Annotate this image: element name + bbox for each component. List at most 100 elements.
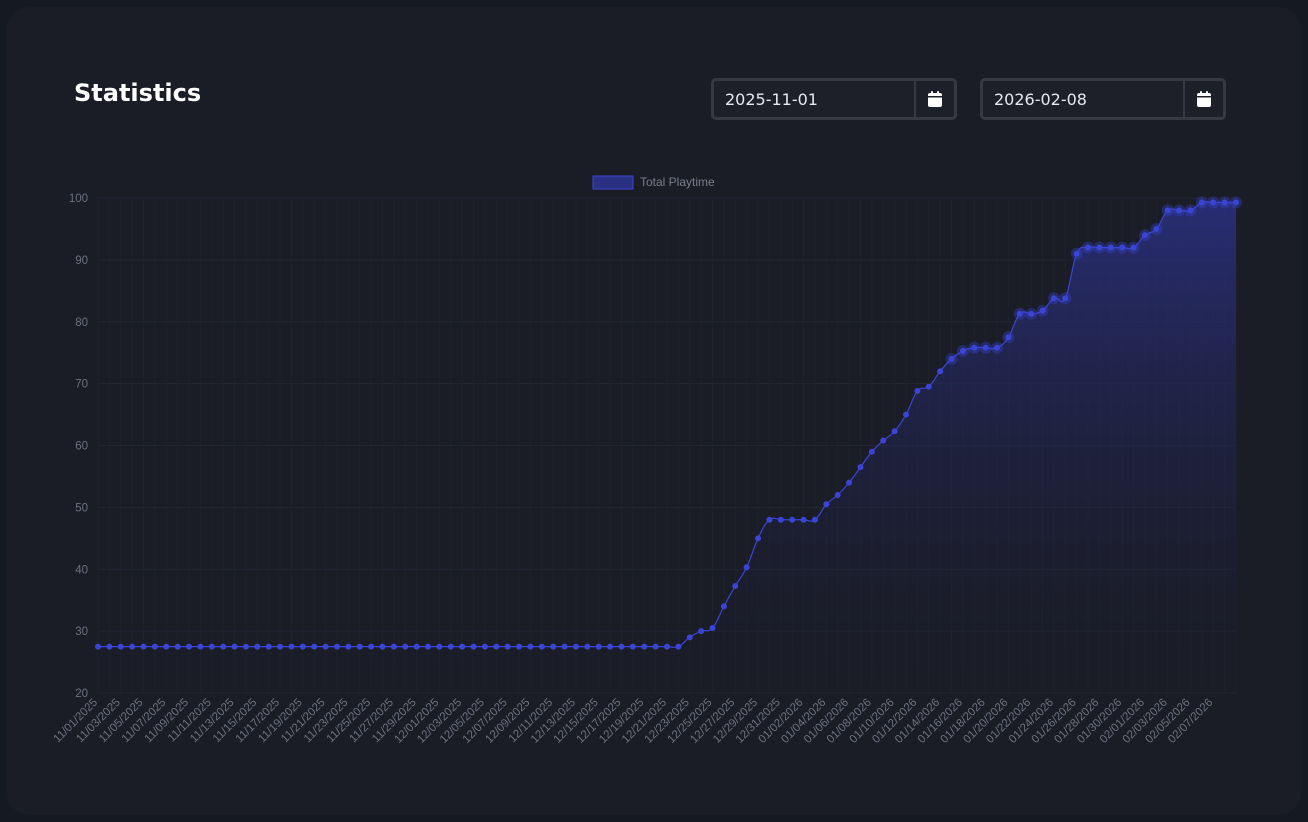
data-point[interactable] xyxy=(982,344,989,351)
data-point[interactable] xyxy=(527,643,534,650)
data-point[interactable] xyxy=(1210,199,1217,206)
data-point[interactable] xyxy=(299,643,306,650)
data-point[interactable] xyxy=(481,643,488,650)
data-point[interactable] xyxy=(891,428,898,435)
data-point[interactable] xyxy=(1233,199,1239,206)
data-point[interactable] xyxy=(959,347,966,354)
data-point[interactable] xyxy=(436,643,443,650)
data-point[interactable] xyxy=(425,643,432,650)
data-point[interactable] xyxy=(937,368,944,375)
data-point[interactable] xyxy=(174,643,181,650)
data-point[interactable] xyxy=(652,643,659,650)
data-point[interactable] xyxy=(151,643,158,650)
data-point[interactable] xyxy=(197,643,204,650)
data-point[interactable] xyxy=(868,448,875,455)
data-point[interactable] xyxy=(1119,244,1126,251)
data-point[interactable] xyxy=(641,643,648,650)
data-point[interactable] xyxy=(470,643,477,650)
data-point[interactable] xyxy=(607,643,614,650)
data-point[interactable] xyxy=(994,344,1001,351)
data-point[interactable] xyxy=(186,643,193,650)
data-point[interactable] xyxy=(1164,207,1171,214)
data-point[interactable] xyxy=(1107,244,1114,251)
data-point[interactable] xyxy=(811,516,818,523)
data-point[interactable] xyxy=(902,411,909,418)
data-point[interactable] xyxy=(584,643,591,650)
data-point[interactable] xyxy=(1028,310,1035,317)
data-point[interactable] xyxy=(914,388,921,395)
data-point[interactable] xyxy=(368,643,375,650)
data-point[interactable] xyxy=(823,501,830,508)
data-point[interactable] xyxy=(561,643,568,650)
data-point[interactable] xyxy=(550,643,557,650)
data-point[interactable] xyxy=(1187,207,1194,214)
data-point[interactable] xyxy=(857,464,864,471)
data-point[interactable] xyxy=(345,643,352,650)
data-point[interactable] xyxy=(846,479,853,486)
data-point[interactable] xyxy=(720,603,727,610)
data-point[interactable] xyxy=(538,643,545,650)
data-point[interactable] xyxy=(106,643,113,650)
data-point[interactable] xyxy=(766,516,773,523)
data-point[interactable] xyxy=(220,643,227,650)
data-point[interactable] xyxy=(971,344,978,351)
end-date-calendar-button[interactable] xyxy=(1183,81,1223,117)
data-point[interactable] xyxy=(948,355,955,362)
data-point[interactable] xyxy=(277,643,284,650)
data-point[interactable] xyxy=(117,643,124,650)
data-point[interactable] xyxy=(163,643,170,650)
data-point[interactable] xyxy=(288,643,295,650)
data-point[interactable] xyxy=(402,643,409,650)
data-point[interactable] xyxy=(800,516,807,523)
data-point[interactable] xyxy=(664,643,670,650)
data-point[interactable] xyxy=(1073,250,1080,257)
data-point[interactable] xyxy=(1130,244,1137,251)
data-point[interactable] xyxy=(1085,244,1092,251)
data-point[interactable] xyxy=(208,643,215,650)
data-point[interactable] xyxy=(1005,334,1012,341)
data-point[interactable] xyxy=(1016,310,1023,317)
data-point[interactable] xyxy=(572,643,579,650)
data-point[interactable] xyxy=(675,643,682,650)
data-point[interactable] xyxy=(231,643,238,650)
data-point[interactable] xyxy=(516,643,523,650)
data-point[interactable] xyxy=(504,643,511,650)
data-point[interactable] xyxy=(698,628,705,635)
data-point[interactable] xyxy=(413,643,420,650)
data-point[interactable] xyxy=(1141,232,1148,239)
data-point[interactable] xyxy=(732,582,739,589)
data-point[interactable] xyxy=(1039,307,1046,314)
data-point[interactable] xyxy=(322,643,329,650)
data-point[interactable] xyxy=(629,643,636,650)
data-point[interactable] xyxy=(1096,244,1103,251)
data-point[interactable] xyxy=(459,643,466,650)
data-point[interactable] xyxy=(390,643,397,650)
data-point[interactable] xyxy=(925,383,932,390)
data-point[interactable] xyxy=(1198,199,1205,206)
start-date-input[interactable] xyxy=(714,81,914,117)
data-point[interactable] xyxy=(755,535,762,542)
data-point[interactable] xyxy=(1153,225,1160,232)
data-point[interactable] xyxy=(447,643,454,650)
data-point[interactable] xyxy=(686,634,693,641)
start-date-calendar-button[interactable] xyxy=(914,81,954,117)
data-point[interactable] xyxy=(311,643,318,650)
data-point[interactable] xyxy=(777,516,784,523)
data-point[interactable] xyxy=(95,643,101,650)
data-point[interactable] xyxy=(595,643,602,650)
data-point[interactable] xyxy=(254,643,261,650)
data-point[interactable] xyxy=(1062,295,1069,302)
data-point[interactable] xyxy=(709,625,716,632)
data-point[interactable] xyxy=(743,564,750,571)
data-point[interactable] xyxy=(265,643,272,650)
data-point[interactable] xyxy=(834,492,841,498)
chart-legend[interactable]: Total Playtime xyxy=(592,175,715,190)
end-date-input[interactable] xyxy=(983,81,1183,117)
data-point[interactable] xyxy=(242,643,249,650)
data-point[interactable] xyxy=(493,643,500,650)
data-point[interactable] xyxy=(140,643,147,650)
data-point[interactable] xyxy=(379,643,386,650)
data-point[interactable] xyxy=(356,643,363,650)
data-point[interactable] xyxy=(129,643,136,650)
data-point[interactable] xyxy=(789,516,796,523)
